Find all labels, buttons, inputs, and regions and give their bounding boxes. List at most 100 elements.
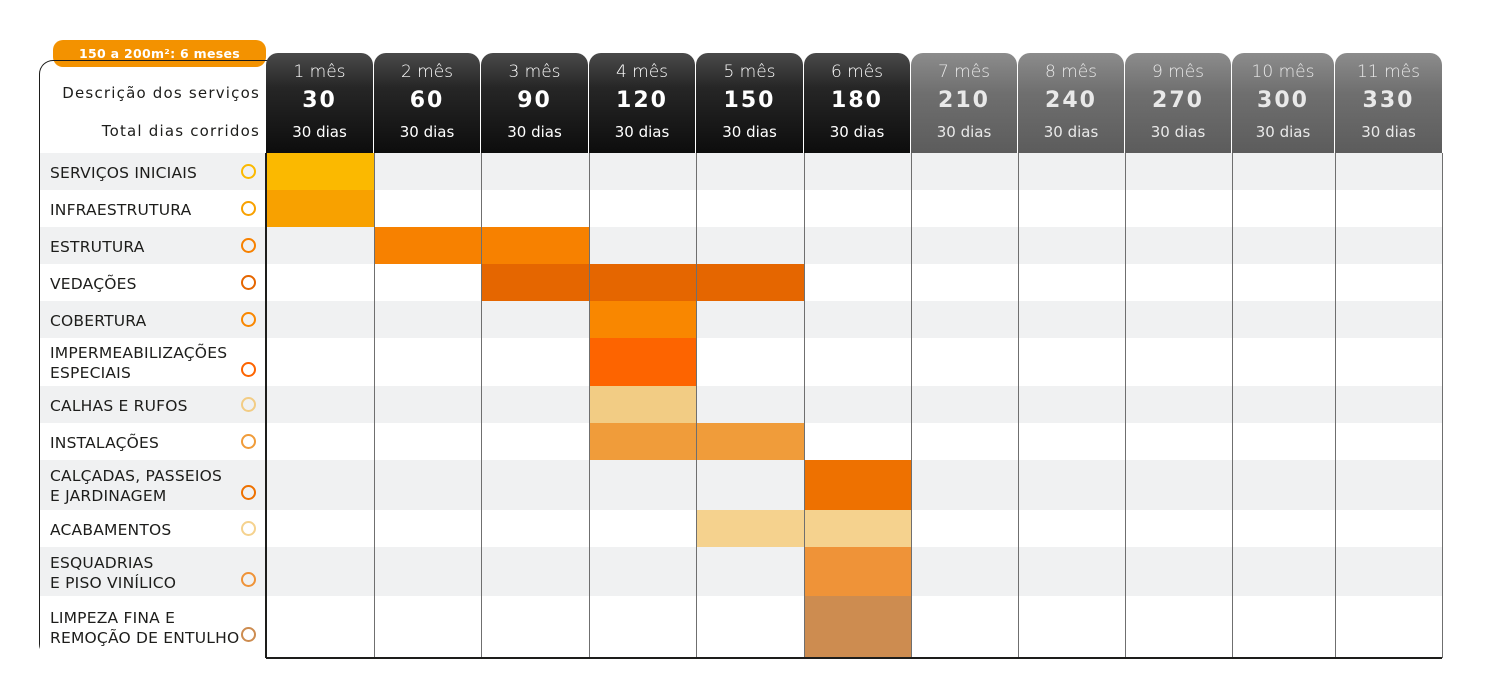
task-label: LIMPEZA FINA E REMOÇÃO DE ENTULHO: [50, 609, 240, 647]
month-header: 8 mês 240 30 dias: [1018, 53, 1124, 153]
gantt-bar: [589, 301, 696, 338]
month-header: 7 mês 210 30 dias: [911, 53, 1017, 153]
task-label: VEDAÇÕES: [50, 274, 137, 293]
gantt-bar: [804, 547, 911, 596]
month-header: 2 mês 60 30 dias: [374, 53, 480, 153]
gantt-bar: [804, 596, 911, 658]
gantt-bar: [481, 227, 589, 264]
task-color-dot-icon: [241, 433, 256, 449]
gantt-bar: [696, 264, 804, 301]
gantt-bar: [696, 423, 804, 460]
grid-vertical-line: [804, 153, 805, 658]
duration-label: 30 dias: [507, 123, 562, 141]
grid-vertical-line: [374, 153, 375, 658]
row-background: [40, 301, 1442, 338]
services-description-label: Descrição dos serviços: [62, 84, 260, 102]
task-label: ESQUADRIAS E PISO VINÍLICO: [50, 553, 177, 592]
duration-label: 30 dias: [1255, 123, 1311, 141]
row-background: [40, 596, 1442, 658]
task-color-dot-icon: [241, 237, 256, 253]
cumulative-days: 330: [1362, 88, 1415, 113]
grid-vertical-line: [1125, 153, 1126, 658]
month-label: 9 mês: [1151, 62, 1205, 82]
month-label: 7 mês: [937, 62, 991, 82]
month-header: 1 mês 30 30 dias: [266, 53, 373, 153]
duration-label: 30 dias: [1150, 123, 1206, 141]
cumulative-days: 240: [1045, 88, 1097, 113]
month-label: 4 mês: [615, 62, 669, 82]
task-label: CALHAS E RUFOS: [50, 396, 188, 415]
task-label: INFRAESTRUTURA: [50, 200, 192, 219]
month-label: 1 mês: [293, 62, 346, 82]
task-color-dot-icon: [241, 520, 256, 536]
duration-label: 30 dias: [399, 123, 455, 141]
month-label: 11 mês: [1357, 62, 1420, 82]
duration-label: 30 dias: [722, 123, 777, 141]
row-background: [40, 460, 1442, 510]
month-label: 8 mês: [1044, 62, 1098, 82]
cumulative-days: 300: [1257, 88, 1309, 113]
task-color-dot-icon: [241, 571, 256, 587]
month-header: 10 mês 300 30 dias: [1232, 53, 1334, 153]
gantt-bar: [589, 386, 696, 423]
month-label: 5 mês: [723, 62, 776, 82]
gantt-bar: [804, 510, 911, 547]
duration-label: 30 dias: [1361, 123, 1416, 141]
task-color-dot-icon: [241, 396, 256, 412]
month-header: 3 mês 90 30 dias: [481, 53, 588, 153]
grid-vertical-line: [589, 153, 590, 658]
gantt-bar: [266, 153, 374, 190]
task-color-dot-icon: [241, 163, 256, 179]
total-days-label: Total dias corridos: [101, 122, 260, 140]
grid-vertical-line: [265, 153, 267, 658]
grid-vertical-line: [696, 153, 697, 658]
month-label: 3 mês: [508, 62, 561, 82]
month-header: 5 mês 150 30 dias: [696, 53, 803, 153]
gantt-bar: [589, 423, 696, 460]
cumulative-days: 270: [1152, 88, 1204, 113]
gantt-bar: [804, 460, 911, 510]
task-label: IMPERMEABILIZAÇÕES ESPECIAIS: [50, 344, 228, 382]
gantt-bar: [374, 227, 481, 264]
gantt-bar: [696, 510, 804, 547]
duration-label: 30 dias: [292, 123, 347, 141]
task-label: ESTRUTURA: [50, 237, 145, 256]
cumulative-days: 180: [831, 88, 883, 113]
cumulative-days: 60: [409, 88, 445, 113]
cumulative-days: 30: [302, 88, 337, 113]
month-label: 2 mês: [400, 62, 454, 82]
duration-label: 30 dias: [829, 123, 885, 141]
grid-vertical-line: [1018, 153, 1019, 658]
month-header: 11 mês 330 30 dias: [1335, 53, 1442, 153]
task-label: INSTALAÇÕES: [50, 433, 160, 452]
duration-label: 30 dias: [1043, 123, 1099, 141]
duration-label: 30 dias: [936, 123, 992, 141]
task-color-dot-icon: [241, 362, 256, 377]
project-size-badge: 150 a 200m²: 6 meses: [53, 40, 266, 67]
task-label: SERVIÇOS INICIAIS: [50, 163, 198, 182]
gantt-bar: [589, 264, 696, 301]
grid-vertical-line: [481, 153, 482, 658]
row-background: [40, 547, 1442, 596]
gantt-bar: [589, 338, 696, 386]
row-background: [40, 386, 1442, 423]
task-color-dot-icon: [241, 274, 256, 290]
grid-vertical-line: [1335, 153, 1336, 658]
month-label: 6 mês: [830, 62, 884, 82]
cumulative-days: 120: [616, 88, 668, 113]
grid-bottom-line: [266, 657, 1442, 659]
grid-vertical-line: [1232, 153, 1233, 658]
row-background: [40, 227, 1442, 264]
gantt-bar: [266, 190, 374, 227]
row-background: [40, 338, 1442, 386]
task-color-dot-icon: [241, 627, 256, 642]
month-header: 9 mês 270 30 dias: [1125, 53, 1231, 153]
task-color-dot-icon: [241, 311, 256, 327]
month-header: 6 mês 180 30 dias: [804, 53, 910, 153]
gantt-bar: [481, 264, 589, 301]
cumulative-days: 210: [938, 88, 990, 113]
task-color-dot-icon: [241, 200, 256, 216]
cumulative-days: 90: [517, 88, 552, 113]
grid-vertical-line: [911, 153, 912, 658]
